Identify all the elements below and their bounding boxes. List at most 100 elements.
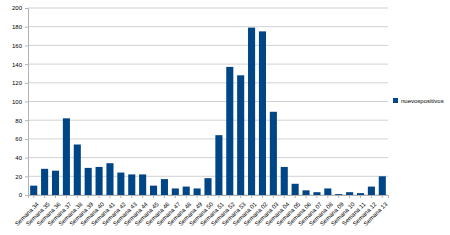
grid-line bbox=[28, 157, 388, 158]
y-tick: 140 bbox=[12, 62, 28, 68]
y-tick-label: 60 bbox=[15, 136, 22, 142]
y-tick: 40 bbox=[15, 155, 28, 161]
y-tick-mark bbox=[25, 83, 28, 84]
y-axis-line bbox=[25, 9, 29, 196]
y-tick-label: 160 bbox=[12, 43, 23, 49]
x-axis: Semana 34Semana 35Semana 36Semana 37Sema… bbox=[14, 195, 389, 227]
y-tick-mark bbox=[25, 176, 28, 177]
x-tick-mark bbox=[240, 195, 241, 198]
chart: 020406080100120140160180200Semana 34Sema… bbox=[0, 0, 450, 235]
y-tick-label: 120 bbox=[12, 80, 23, 86]
y-tick: 160 bbox=[12, 43, 28, 49]
x-tick-mark bbox=[120, 195, 121, 198]
y-tick-label: 100 bbox=[12, 99, 23, 105]
legend-entry: nuevospositivos bbox=[393, 98, 444, 104]
bar bbox=[237, 75, 244, 195]
bar bbox=[335, 194, 342, 195]
y-tick-label: 180 bbox=[12, 24, 23, 30]
x-tick-mark bbox=[186, 195, 187, 198]
y-tick: 120 bbox=[12, 80, 28, 86]
grid-line bbox=[28, 101, 388, 102]
y-tick-mark bbox=[25, 158, 28, 159]
y-tick: 100 bbox=[12, 99, 28, 105]
bar bbox=[324, 188, 331, 195]
x-tick: Semana 13 bbox=[363, 195, 389, 227]
y-tick: 80 bbox=[15, 118, 28, 124]
bar bbox=[63, 118, 70, 195]
y-tick-label: 40 bbox=[15, 155, 22, 161]
bar bbox=[41, 169, 48, 195]
bar bbox=[74, 145, 81, 195]
grid-line bbox=[28, 82, 388, 83]
y-tick: 180 bbox=[12, 24, 28, 30]
grid-line bbox=[28, 120, 388, 121]
x-tick-mark bbox=[77, 195, 78, 198]
y-tick: 60 bbox=[15, 136, 28, 142]
bar bbox=[172, 188, 179, 195]
x-tick-mark bbox=[208, 195, 209, 198]
bar bbox=[96, 167, 103, 195]
x-tick-mark bbox=[153, 195, 154, 198]
x-tick-mark bbox=[338, 195, 339, 198]
x-tick-mark bbox=[109, 195, 110, 198]
y-tick: 20 bbox=[15, 174, 28, 180]
x-tick-mark bbox=[175, 195, 176, 198]
legend-label: nuevospositivos bbox=[401, 98, 444, 104]
x-tick-mark bbox=[164, 195, 165, 198]
bar bbox=[379, 176, 386, 195]
x-tick-mark bbox=[295, 195, 296, 198]
x-tick-mark bbox=[33, 195, 34, 198]
bar bbox=[248, 28, 255, 195]
x-tick-mark bbox=[306, 195, 307, 198]
bar bbox=[226, 67, 233, 195]
grid-line bbox=[28, 26, 388, 27]
bar bbox=[357, 193, 364, 195]
bar bbox=[106, 163, 113, 195]
x-tick-mark bbox=[197, 195, 198, 198]
bar bbox=[85, 168, 92, 195]
x-tick-mark bbox=[349, 195, 350, 198]
y-tick: 200 bbox=[12, 5, 28, 11]
bar bbox=[183, 187, 190, 195]
x-tick-mark bbox=[284, 195, 285, 198]
bar bbox=[139, 174, 146, 195]
x-tick-mark bbox=[99, 195, 100, 198]
x-tick-mark bbox=[360, 195, 361, 198]
x-tick-mark bbox=[229, 195, 230, 198]
y-tick-label: 200 bbox=[12, 5, 23, 11]
bar bbox=[194, 188, 201, 195]
x-tick-mark bbox=[131, 195, 132, 198]
y-tick-mark bbox=[25, 102, 28, 103]
legend-swatch bbox=[393, 98, 398, 103]
bar bbox=[346, 192, 353, 195]
x-tick-mark bbox=[55, 195, 56, 198]
bar bbox=[150, 186, 157, 195]
bar bbox=[117, 173, 124, 195]
y-tick-mark bbox=[25, 195, 28, 196]
y-tick-label: 140 bbox=[12, 62, 23, 68]
y-tick-mark bbox=[25, 8, 28, 9]
bars bbox=[30, 28, 386, 195]
y-tick-mark bbox=[25, 120, 28, 121]
grid bbox=[28, 8, 388, 195]
bar bbox=[313, 192, 320, 195]
bar bbox=[281, 167, 288, 195]
x-tick-mark bbox=[66, 195, 67, 198]
bar bbox=[259, 31, 266, 195]
legend: nuevospositivos bbox=[393, 98, 444, 104]
y-tick-label: 20 bbox=[15, 174, 22, 180]
grid-line bbox=[28, 8, 388, 9]
x-tick-mark bbox=[262, 195, 263, 198]
x-tick-mark bbox=[142, 195, 143, 198]
y-tick-mark bbox=[25, 139, 28, 140]
x-tick-mark bbox=[382, 195, 383, 198]
x-tick-mark bbox=[371, 195, 372, 198]
x-tick-mark bbox=[316, 195, 317, 198]
bar bbox=[270, 112, 277, 195]
bar bbox=[292, 184, 299, 195]
y-tick-mark bbox=[25, 27, 28, 28]
grid-line bbox=[28, 64, 388, 65]
bar bbox=[52, 171, 59, 195]
grid-line bbox=[28, 45, 388, 46]
bar bbox=[128, 174, 135, 195]
